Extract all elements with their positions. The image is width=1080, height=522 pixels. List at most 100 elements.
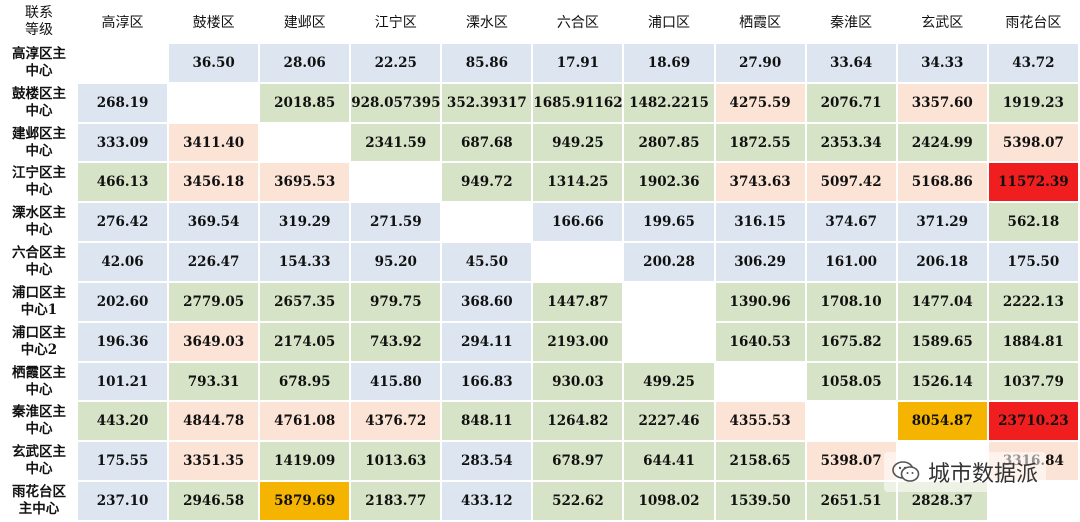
matrix-cell: 166.83 [442,363,531,401]
matrix-cell: 1037.79 [989,363,1078,401]
column-header: 溧水区 [442,2,531,42]
watermark-text: 城市数据派 [928,456,1038,488]
matrix-cell: 743.92 [351,323,440,361]
matrix-cell: 166.66 [533,203,622,241]
matrix-cell: 3411.40 [169,124,258,162]
matrix-cell: 23710.23 [989,402,1078,440]
matrix-cell: 1539.50 [716,482,805,520]
matrix-cell: 1589.65 [898,323,987,361]
matrix-cell: 374.67 [807,203,896,241]
row-header: 江宁区主 中心 [2,163,76,201]
matrix-cell: 1919.23 [989,84,1078,122]
matrix-cell: 34.33 [898,44,987,82]
matrix-cell: 1482.2215 [624,84,713,122]
row-header: 建邺区主 中心 [2,124,76,162]
matrix-cell: 1264.82 [533,402,622,440]
matrix-cell: 1477.04 [898,283,987,321]
matrix-cell: 18.69 [624,44,713,82]
matrix-cell: 5398.07 [807,442,896,480]
matrix-cell: 294.11 [442,323,531,361]
matrix-cell: 271.59 [351,203,440,241]
matrix-cell: 33.64 [807,44,896,82]
row-header: 浦口区主 中心2 [2,323,76,361]
matrix-cell: 466.13 [78,163,167,201]
matrix-cell: 678.95 [260,363,349,401]
row-header: 浦口区主 中心1 [2,283,76,321]
matrix-cell: 2424.99 [898,124,987,162]
matrix-cell: 101.21 [78,363,167,401]
matrix-cell: 1640.53 [716,323,805,361]
matrix-cell: 928.057395 [351,84,440,122]
matrix-cell: 1872.55 [716,124,805,162]
table-row: 高淳区主 中心 36.50 28.06 22.25 85.86 17.91 18.69 27.… [2,44,1078,82]
column-header: 六合区 [533,2,622,42]
matrix-cell: 206.18 [898,243,987,281]
matrix-cell: 1526.14 [898,363,987,401]
matrix-cell: 443.20 [78,402,167,440]
column-header: 秦淮区 [807,2,896,42]
row-header: 玄武区主 中心 [2,442,76,480]
matrix-cell: 678.97 [533,442,622,480]
column-header: 玄武区 [898,2,987,42]
matrix-cell: 848.11 [442,402,531,440]
matrix-cell: 17.91 [533,44,622,82]
matrix-cell: 2341.59 [351,124,440,162]
matrix-cell: 161.00 [807,243,896,281]
matrix-cell: 369.54 [169,203,258,241]
matrix-cell: 276.42 [78,203,167,241]
row-header: 溧水区主 中心 [2,203,76,241]
matrix-cell: 1902.36 [624,163,713,201]
matrix-cell: 28.06 [260,44,349,82]
matrix-cell: 4761.08 [260,402,349,440]
matrix-cell: 200.28 [624,243,713,281]
diagonal-empty-cell [78,44,167,82]
matrix-cell: 85.86 [442,44,531,82]
matrix-cell: 2807.85 [624,124,713,162]
matrix-cell: 237.10 [78,482,167,520]
table-row: 鼓楼区主 中心 268.19 2018.85 928.057395 352.39317 1… [2,84,1078,122]
table-row: 栖霞区主 中心 101.21 793.31 678.95 415.80 166.83 930… [2,363,1078,401]
matrix-cell: 1419.09 [260,442,349,480]
matrix-cell: 4376.72 [351,402,440,440]
matrix-cell: 11572.39 [989,163,1078,201]
matrix-cell: 371.29 [898,203,987,241]
matrix-cell: 175.50 [989,243,1078,281]
table-row: 六合区主 中心 42.06 226.47 154.33 95.20 45.50 200.28… [2,243,1078,281]
matrix-cell: 196.36 [78,323,167,361]
table-row: 秦淮区主 中心 443.20 4844.78 4761.08 4376.72 848.11… [2,402,1078,440]
matrix-cell: 5879.69 [260,482,349,520]
matrix-cell: 283.54 [442,442,531,480]
matrix-cell: 43.72 [989,44,1078,82]
matrix-cell: 1685.91162 [533,84,622,122]
diagonal-empty-cell [260,124,349,162]
table-row: 溧水区主 中心 276.42 369.54 319.29 271.59 166.66 199… [2,203,1078,241]
diagonal-empty-cell [624,283,713,321]
matrix-cell: 979.75 [351,283,440,321]
column-header: 高淳区 [78,2,167,42]
matrix-cell: 333.09 [78,124,167,162]
matrix-cell: 42.06 [78,243,167,281]
row-header: 鼓楼区主 中心 [2,84,76,122]
matrix-cell: 1884.81 [989,323,1078,361]
matrix-cell: 4355.53 [716,402,805,440]
matrix-cell: 1314.25 [533,163,622,201]
wechat-icon [892,460,920,484]
matrix-cell: 1058.05 [807,363,896,401]
diagonal-empty-cell [624,323,713,361]
matrix-cell: 2018.85 [260,84,349,122]
diagonal-empty-cell [169,84,258,122]
matrix-cell: 499.25 [624,363,713,401]
matrix-cell: 5398.07 [989,124,1078,162]
matrix-cell: 2076.71 [807,84,896,122]
matrix-cell: 316.15 [716,203,805,241]
matrix-cell: 3456.18 [169,163,258,201]
row-header: 高淳区主 中心 [2,44,76,82]
matrix-cell: 3357.60 [898,84,987,122]
matrix-cell: 4275.59 [716,84,805,122]
diagonal-empty-cell [716,363,805,401]
matrix-cell: 1098.02 [624,482,713,520]
matrix-cell: 5168.86 [898,163,987,201]
diagonal-empty-cell [533,243,622,281]
matrix-cell: 27.90 [716,44,805,82]
matrix-cell: 45.50 [442,243,531,281]
